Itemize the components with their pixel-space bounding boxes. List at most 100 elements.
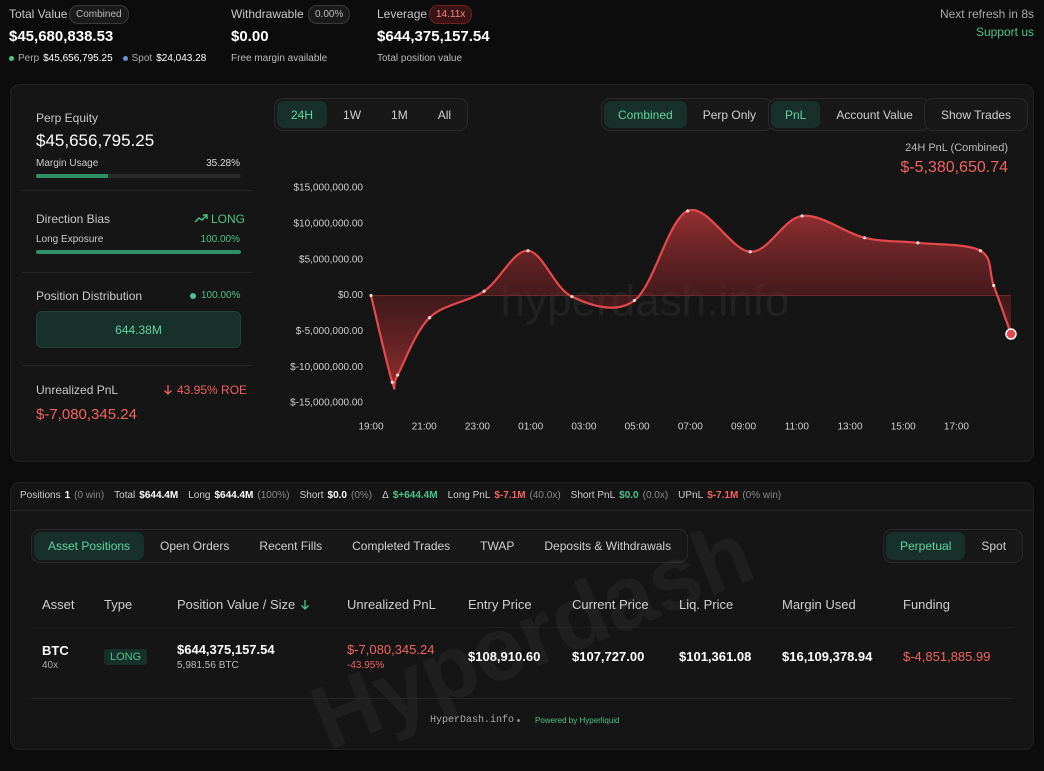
pnl-line [369,208,1013,390]
footer-powered[interactable]: Powered by Hyperliquid [535,716,620,725]
y-tick-label: $-10,000,000.00 [290,362,363,373]
data-point [800,214,804,218]
column-header: Margin Used [782,597,856,612]
data-point [992,283,996,288]
tab-button[interactable]: Combined [604,101,687,128]
stat-note: (40.0x) [529,490,561,501]
stat-label: Long PnL [447,490,491,501]
column-header: Funding [903,597,950,612]
data-point [916,241,920,245]
upnl: $-7,080,345.24 [347,642,435,657]
distribution-bar: 644.38M [36,311,241,348]
support-link[interactable]: Support us [975,25,1034,39]
view-group: Combined Perp Only [601,98,774,131]
tab-button[interactable]: Recent Fills [259,539,323,553]
stat-note: (0 win) [74,490,105,501]
column-header: Entry Price [468,597,532,612]
tab-button[interactable]: Open Orders [160,539,230,553]
margin-usage-label: Margin Usage [36,158,99,169]
data-point [369,293,373,298]
data-point [396,373,400,377]
data-point [427,316,432,320]
y-tick-label: $15,000,000.00 [293,183,363,194]
stat-value: 1 [64,490,71,501]
spot-value: $24,043.28 [156,53,207,64]
stat: Short $0.0 (0%) [300,490,373,501]
tab-button[interactable]: 24H [277,101,328,128]
stat-value: $-7.1M [494,490,526,501]
tab-button[interactable]: TWAP [480,539,515,553]
leverage-note: Total position value [377,53,463,64]
dot [517,719,520,722]
y-tick-label: $-5,000,000.00 [296,326,364,337]
tab-button[interactable]: 1W [343,107,362,122]
divider [31,627,1013,628]
roe: 43.95% ROE [177,383,248,397]
perp-equity-label: Perp Equity [36,111,99,125]
stat-note: (0.0x) [642,490,669,501]
x-tick-label: 21:00 [412,422,437,433]
data-point [863,236,867,240]
down-icon [164,385,172,395]
column-header: Asset [42,597,75,612]
long-exposure-label: Long Exposure [36,234,104,245]
stat-value: $644.4M [139,490,179,501]
upnl-label: Unrealized PnL [36,383,119,397]
stat-label: Positions [20,490,61,501]
x-tick-label: 11:00 [785,422,810,433]
pnl-area [371,210,1011,389]
tab-button[interactable]: Account Value [836,107,913,122]
leverage-label: Leverage [377,7,428,21]
leverage-value: $644,375,157.54 [377,28,490,45]
stat-value: $0.0 [327,490,347,501]
metric-group: PnL Account Value [768,98,930,131]
stat: Total $644.4M [114,490,178,501]
stat-note: (0%) [351,490,373,501]
column-header: Unrealized PnL [347,597,436,612]
stat: Long $644.4M (100%) [188,490,289,501]
asset: BTC [42,643,69,658]
divider [22,190,252,191]
show-trades-button[interactable]: Show Trades [941,107,1012,122]
tab-button[interactable]: Completed Trades [352,539,451,553]
spot-label: Spot [131,53,153,64]
data-point [632,298,637,303]
total-value: $45,680,838.53 [9,28,114,45]
withdrawable-value: $0.00 [231,28,269,45]
tab-button[interactable]: Perp Only [702,107,757,122]
withdrawable-label: Withdrawable [231,7,304,21]
exposure-fill [36,250,241,254]
stat-value: $0.0 [619,490,639,501]
stat-value: $644.4M [214,490,254,501]
stats-bar: Positions 1 (0 win) Total $644.4M Long $644.4M… [20,490,781,501]
distribution-share: 100.00% [201,290,241,301]
distribution-label: Position Distribution [36,289,143,303]
stat: UPnL $-7.1M (0% win) [678,490,781,501]
tab-button[interactable]: Asset Positions [34,532,145,560]
data-point [570,294,574,299]
tab-button[interactable]: Deposits & Withdrawals [544,539,672,553]
tab-button[interactable]: PnL [771,101,821,128]
dot [122,56,128,61]
x-tick-label: 13:00 [837,422,862,433]
data-point [390,380,394,384]
y-tick-label: $10,000,000.00 [293,218,363,229]
tab-button[interactable]: All [437,107,452,122]
size: 5,981.56 BTC [177,660,239,671]
x-tick-label: 23:00 [465,422,490,433]
margin-bar [36,174,241,178]
tabs: Asset Positions Open Orders Recent Fills Co… [31,529,689,563]
divider [22,365,252,366]
divider [31,698,1013,699]
margin-used: $16,109,378.94 [782,649,873,664]
y-tick-label: $0.00 [338,290,363,301]
footer-site: HyperDash.info [430,715,515,726]
entry-price: $108,910.60 [468,649,541,664]
tab-button[interactable]: 1M [391,107,408,122]
y-tick-label: $-15,000,000.00 [290,398,363,409]
current-price: $107,727.00 [572,649,645,664]
tab-button[interactable]: Spot [981,539,1007,553]
range-group: 24H 1W 1M All [274,98,469,131]
tab-button[interactable]: Perpetual [886,532,966,560]
exposure-bar [36,250,241,254]
